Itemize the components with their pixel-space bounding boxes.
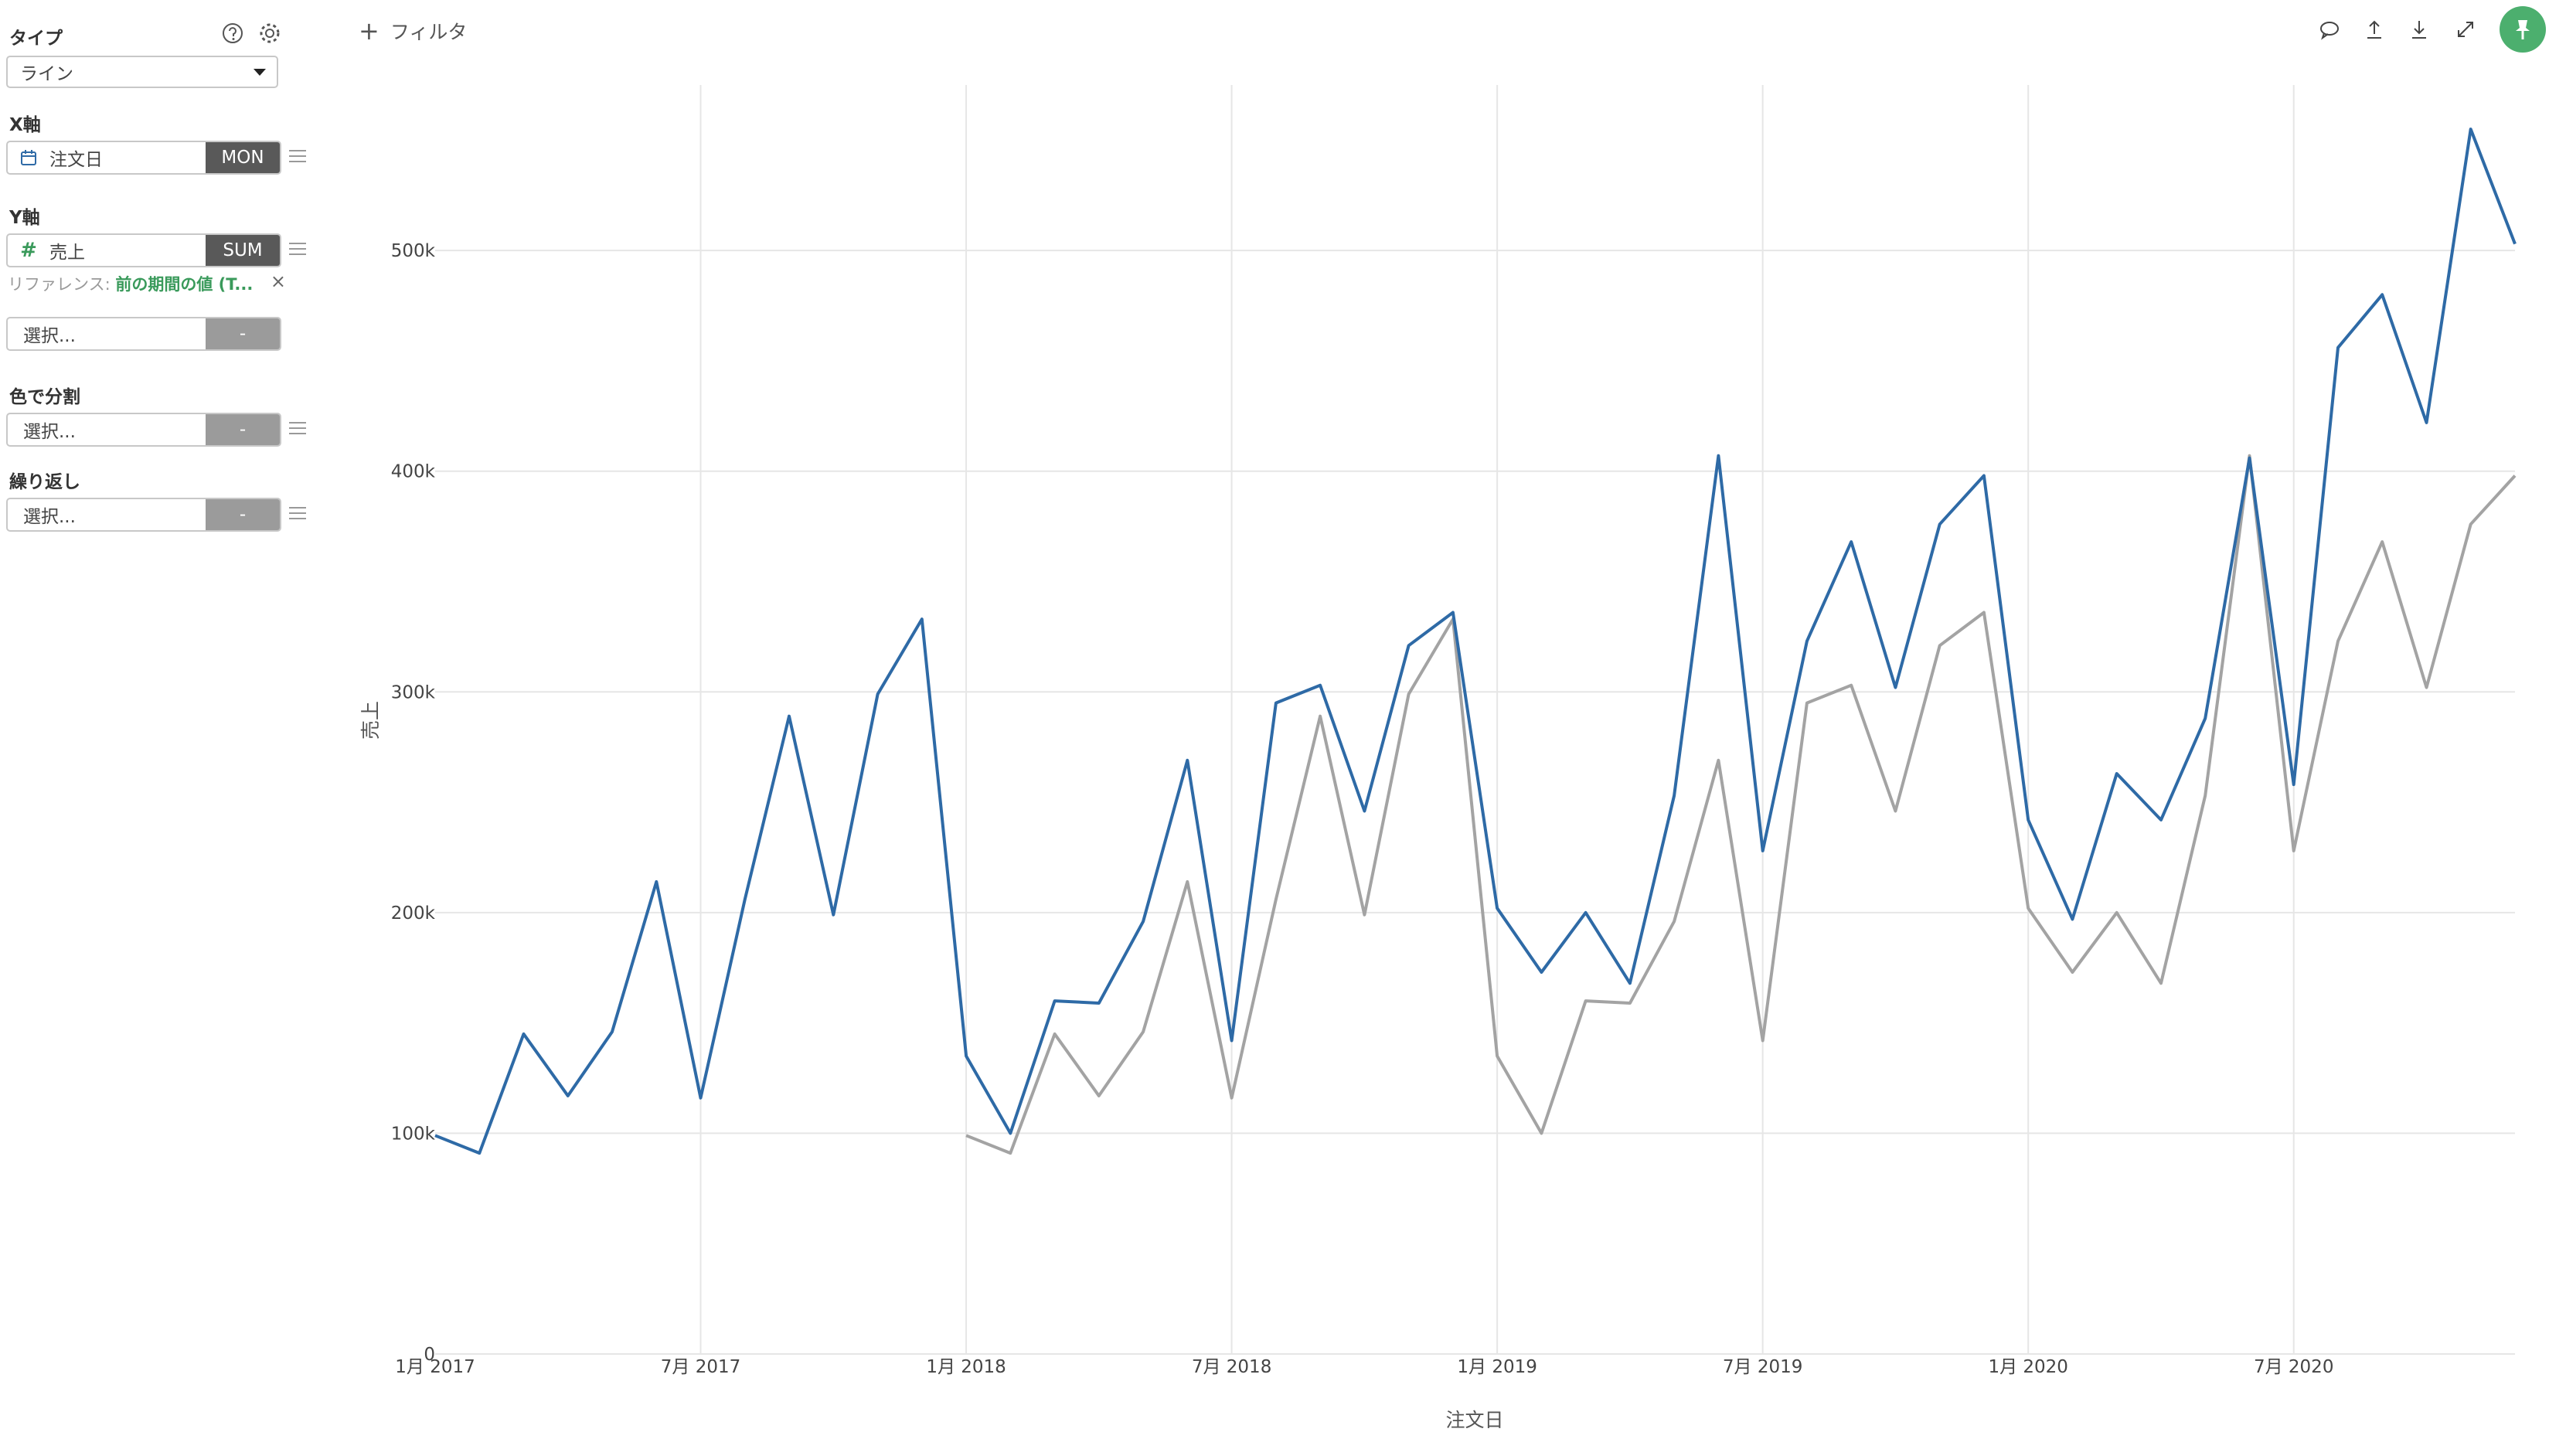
y-tick-label: 500k [391,241,436,261]
hash-icon: # [20,239,37,262]
xaxis-agg-button[interactable]: MON [206,142,280,173]
reference-prefix: リファレンス: [8,275,111,294]
xaxis-field-name: 注文日 [49,150,103,170]
yaxis-menu-icon[interactable] [289,243,306,257]
reference-value[interactable]: 前の期間の値 (T... [115,275,254,294]
expand-icon[interactable] [2453,17,2478,42]
gear-icon[interactable] [258,22,281,45]
repeat-agg-button[interactable]: - [206,499,280,530]
color-split-menu-icon[interactable] [289,422,306,436]
y-tick-label: 100k [391,1124,436,1144]
reference-line: リファレンス: 前の期間の値 (T... × [8,270,286,295]
calendar-icon [21,150,36,165]
upload-icon[interactable] [2362,17,2387,42]
chart-type-value: ライン [20,64,73,84]
pin-icon [2516,20,2530,39]
yaxis-field-name: 売上 [49,243,85,263]
x-axis-title: 注文日 [1445,1409,1503,1431]
select-placeholder: 選択... [23,422,76,442]
add-filter-button[interactable]: + フィルタ [359,17,467,45]
help-icon[interactable] [221,22,244,45]
plus-icon: + [359,16,379,46]
x-tick-label: 1月 2017 [395,1357,475,1377]
x-tick-label: 1月 2020 [1988,1357,2067,1377]
color-split-label: 色で分割 [9,387,80,407]
yaxis-field[interactable]: # 売上 SUM [6,233,281,267]
yaxis-label: Y軸 [9,208,40,228]
pin-button[interactable] [2500,6,2546,53]
color-split-select[interactable]: 選択... - [6,413,281,447]
extra-agg-button[interactable]: - [206,318,280,349]
x-tick-label: 7月 2020 [2254,1357,2333,1377]
repeat-select[interactable]: 選択... - [6,498,281,532]
series-line-reference [965,454,2517,1155]
x-tick-label: 7月 2018 [1192,1357,1271,1377]
y-tick-label: 0 [424,1345,435,1365]
repeat-menu-icon[interactable] [289,507,306,521]
y-tick-label: 300k [391,682,436,702]
filter-label: フィルタ [390,21,468,43]
select-placeholder: 選択... [23,326,76,346]
x-tick-label: 1月 2018 [926,1357,1006,1377]
y-tick-label: 200k [391,903,436,924]
y-axis-title: 売上 [359,701,382,740]
series-line-sales [434,128,2517,1155]
comment-icon[interactable] [2317,17,2342,42]
download-icon[interactable] [2407,17,2432,42]
xaxis-menu-icon[interactable] [289,150,306,164]
x-tick-label: 7月 2019 [1723,1357,1802,1377]
yaxis-extra-select[interactable]: 選択... - [6,317,281,351]
yaxis-agg-button[interactable]: SUM [206,235,280,266]
chart-type-select[interactable]: ライン [6,56,278,88]
select-placeholder: 選択... [23,507,76,527]
chevron-down-icon [254,68,266,76]
reference-close-button[interactable]: × [270,270,286,292]
settings-sidebar: タイプ ライン X軸 注文日 MON Y軸 # 売上 SUM [0,0,309,1456]
y-tick-label: 400k [391,462,436,482]
color-split-agg-button[interactable]: - [206,414,280,445]
x-tick-label: 7月 2017 [661,1357,740,1377]
x-tick-label: 1月 2019 [1457,1357,1537,1377]
repeat-label: 繰り返し [9,472,80,492]
xaxis-label: X軸 [9,115,41,135]
type-label: タイプ [9,29,63,49]
xaxis-field[interactable]: 注文日 MON [6,141,281,175]
